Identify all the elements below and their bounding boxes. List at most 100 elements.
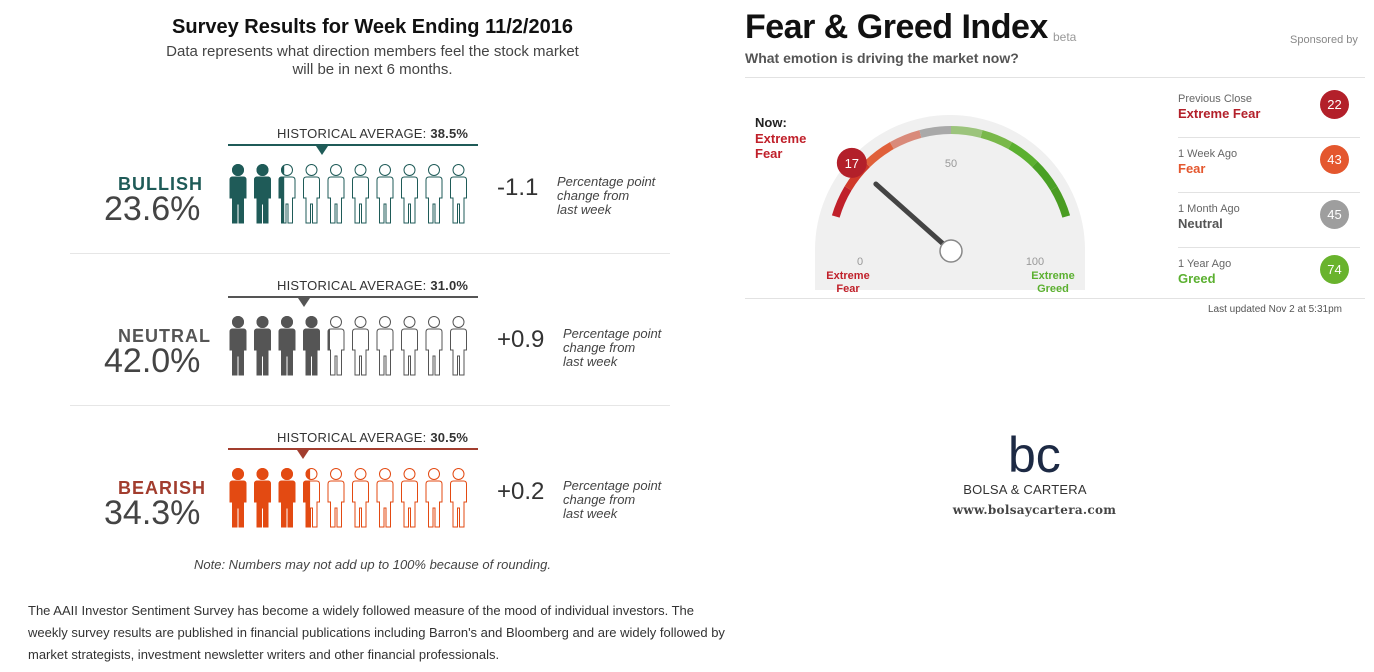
person-icon <box>229 164 247 224</box>
historical-average-line <box>228 144 478 146</box>
gauge-needle <box>873 181 953 253</box>
survey-description: The AAII Investor Sentiment Survey has b… <box>28 603 725 662</box>
logo-name: BOLSA & CARTERA <box>963 482 1087 497</box>
gauge-segment <box>950 126 983 138</box>
person-icon <box>254 316 271 376</box>
people-icons <box>229 164 467 224</box>
person-icon <box>303 468 320 528</box>
person-icon <box>254 164 271 224</box>
gauge-segment <box>1031 161 1058 191</box>
history-mood: Greed <box>1178 271 1216 286</box>
gauge-segment <box>1008 142 1038 168</box>
sentiment-label: BEARISH <box>118 478 207 498</box>
change-caption: Percentage point change from last week <box>563 478 662 521</box>
historical-average-line <box>228 296 478 298</box>
person-icon <box>376 316 394 376</box>
rounding-note: Note: Numbers may not add up to 100% bec… <box>194 557 551 572</box>
weekly-change: -1.1 <box>497 174 539 201</box>
person-icon <box>425 468 443 528</box>
history-value-badge: 22 <box>1320 90 1349 119</box>
bolsa-cartera-logo: bc <box>1008 427 1061 480</box>
gauge-segment <box>831 186 852 218</box>
person-icon <box>401 316 418 376</box>
person-icon <box>327 468 345 528</box>
gauge-tick-100: 100 <box>1026 256 1044 268</box>
survey-title: Survey Results for Week Ending 11/2/2016 <box>172 16 573 38</box>
sentiment-neutral: HISTORICAL AVERAGE: 31.0% NEUTRAL 42.0% … <box>70 278 672 428</box>
gauge-segment <box>919 126 952 138</box>
person-icon <box>450 164 467 224</box>
sentiment-percentage: 34.3% <box>104 494 201 532</box>
person-icon <box>278 316 296 376</box>
fear-greed-subtitle: What emotion is driving the market now? <box>745 50 1019 66</box>
now-mood: Fear <box>755 146 782 161</box>
person-icon <box>376 164 394 224</box>
history-1-year-ago: 1 Year Ago Greed 74 <box>1178 248 1360 303</box>
person-icon <box>303 316 320 376</box>
person-icon <box>376 468 394 528</box>
gauge-arc <box>831 126 1071 218</box>
gauge-value-text: 17 <box>845 156 859 171</box>
people-pictogram <box>228 468 478 535</box>
gauge-right-label: Greed <box>1037 283 1069 295</box>
historical-average-marker <box>297 298 310 307</box>
person-icon <box>352 164 369 224</box>
now-label: Now: <box>755 115 787 130</box>
person-icon <box>450 468 467 528</box>
logo-url: www.bolsaycartera.com <box>952 503 1117 517</box>
gauge-segment <box>980 130 1013 150</box>
person-icon <box>450 316 467 376</box>
history-1-week-ago: 1 Week Ago Fear 43 <box>1178 138 1360 193</box>
history-period: 1 Week Ago <box>1178 148 1238 160</box>
person-icon <box>327 164 345 224</box>
change-caption: Percentage point change from last week <box>557 174 656 217</box>
history-mood: Extreme Fear <box>1178 106 1261 121</box>
beta-badge: beta <box>1053 30 1077 44</box>
person-icon <box>425 316 443 376</box>
now-mood: Extreme <box>755 131 806 146</box>
weekly-change: +0.9 <box>497 326 545 353</box>
person-icon <box>303 164 320 224</box>
person-icon <box>425 164 443 224</box>
gauge-segment <box>864 142 894 168</box>
sentiment-bullish: HISTORICAL AVERAGE: 38.5% BULLISH 23.6% … <box>70 126 672 276</box>
gauge-segment <box>889 130 922 150</box>
person-icon <box>254 468 271 528</box>
sentiment-label: NEUTRAL <box>118 326 211 346</box>
historical-average-marker <box>316 146 329 155</box>
history-mood: Neutral <box>1178 216 1223 231</box>
change-caption: Percentage point change from last week <box>563 326 662 369</box>
history-value-badge: 74 <box>1320 255 1349 284</box>
person-icon <box>352 468 369 528</box>
historical-average-label: HISTORICAL AVERAGE: 31.0% <box>277 278 469 293</box>
history-mood: Fear <box>1178 161 1206 176</box>
sponsored-by: Sponsored by <box>1290 34 1358 46</box>
divider <box>70 405 670 406</box>
fear-greed-title: Fear & Greed Index <box>745 8 1048 46</box>
people-pictogram <box>228 164 478 231</box>
sentiment-label: BULLISH <box>118 174 203 194</box>
logo-mark: bc <box>1008 427 1061 480</box>
history-period: 1 Year Ago <box>1178 258 1232 270</box>
divider <box>1178 247 1360 248</box>
history-period: 1 Month Ago <box>1178 203 1240 215</box>
person-icon <box>352 316 369 376</box>
survey-subtitle: Data represents what direction members f… <box>166 43 579 78</box>
gauge-right-label: Extreme <box>1031 270 1074 282</box>
divider <box>745 77 1365 78</box>
divider <box>1178 192 1360 193</box>
gauge-segment <box>1050 186 1071 218</box>
sentiment-bearish: HISTORICAL AVERAGE: 30.5% BEARISH 34.3% … <box>70 430 672 580</box>
divider <box>70 253 670 254</box>
person-icon <box>401 164 418 224</box>
weekly-change: +0.2 <box>497 478 545 505</box>
person-icon <box>278 468 296 528</box>
gauge-tick-50: 50 <box>945 158 957 170</box>
person-icon <box>278 164 296 224</box>
last-updated: Last updated Nov 2 at 5:31pm <box>1208 304 1342 315</box>
people-icons <box>229 468 467 528</box>
historical-average-marker <box>296 450 309 459</box>
people-pictogram <box>228 316 478 383</box>
historical-average-line <box>228 448 478 450</box>
history-value-badge: 45 <box>1320 200 1349 229</box>
